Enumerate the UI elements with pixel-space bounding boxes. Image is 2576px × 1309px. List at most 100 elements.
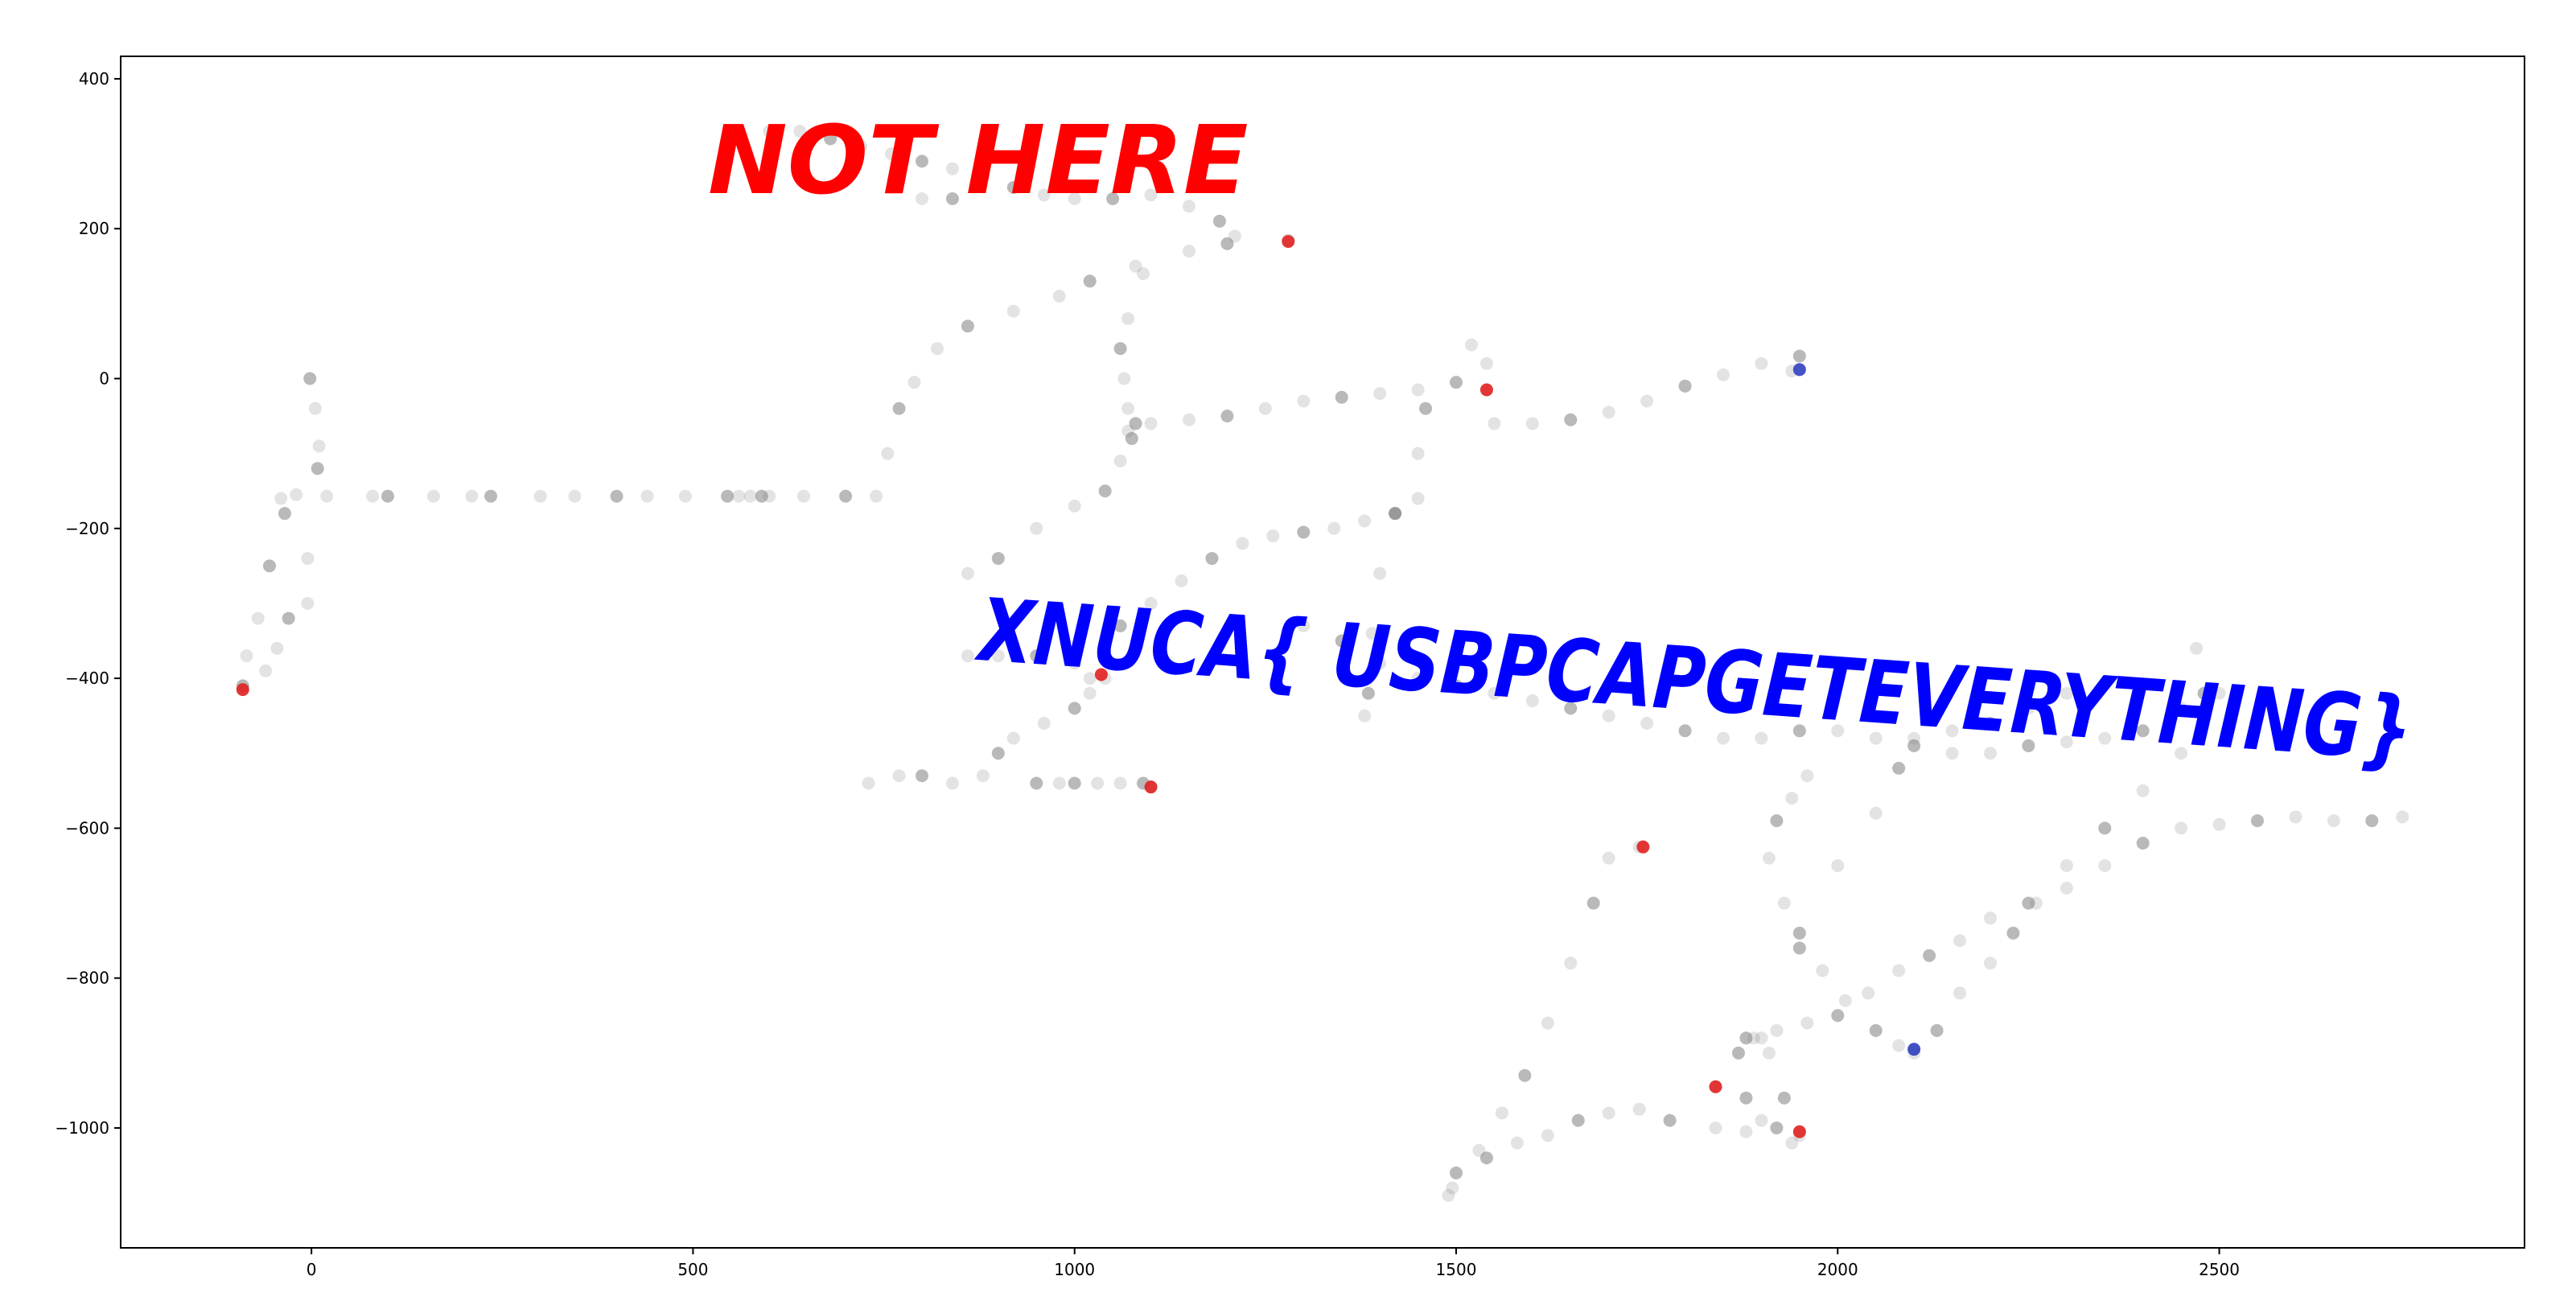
data-point <box>1984 747 1997 760</box>
data-point <box>1183 245 1195 258</box>
y-tick-label: 400 <box>79 69 109 89</box>
data-point <box>1602 851 1615 865</box>
data-point <box>976 769 990 783</box>
data-point <box>262 559 276 573</box>
data-point <box>862 776 875 790</box>
x-tick-label: 1000 <box>1054 1260 1095 1279</box>
y-tick-label: −1000 <box>55 1118 109 1138</box>
data-point <box>1479 1151 1493 1165</box>
data-point <box>721 489 735 503</box>
data-point <box>1411 447 1425 460</box>
data-point <box>568 489 582 503</box>
data-point <box>1037 716 1051 730</box>
data-point <box>796 489 810 503</box>
data-point <box>1762 851 1776 865</box>
data-point <box>1984 912 1997 925</box>
data-point <box>426 489 440 503</box>
data-point <box>1800 1016 1814 1030</box>
data-point <box>1098 484 1112 498</box>
data-point <box>1129 259 1142 273</box>
data-point <box>1739 1031 1753 1045</box>
data-point <box>1479 383 1493 397</box>
data-point <box>1083 686 1097 700</box>
data-point <box>1792 724 1806 738</box>
data-point <box>1183 413 1195 426</box>
data-point <box>465 489 479 503</box>
data-point <box>1450 1166 1463 1179</box>
data-point <box>870 489 883 503</box>
x-tick-label: 1500 <box>1436 1260 1477 1279</box>
data-point <box>1770 814 1784 828</box>
data-point <box>1518 1068 1532 1082</box>
data-point <box>793 125 807 138</box>
data-point <box>366 489 380 503</box>
data-point <box>916 154 928 168</box>
data-point <box>1892 964 1906 978</box>
data-point <box>2190 641 2204 655</box>
data-point <box>2022 896 2035 910</box>
data-point <box>1945 724 1959 738</box>
data-point <box>2175 821 2188 835</box>
data-point <box>2060 686 2073 700</box>
data-point <box>533 489 547 503</box>
data-point <box>2251 814 2264 828</box>
data-point <box>1907 739 1921 752</box>
data-point <box>1678 724 1692 738</box>
data-point <box>1297 525 1311 539</box>
data-point <box>1411 672 1425 685</box>
data-point <box>2197 686 2211 700</box>
data-point <box>2289 810 2302 824</box>
data-point <box>1068 657 1081 670</box>
data-point <box>1800 769 1814 783</box>
y-tick-label: −800 <box>65 969 109 988</box>
data-point <box>1739 1125 1753 1138</box>
data-point <box>1361 686 1375 700</box>
data-point <box>1755 1113 1768 1127</box>
data-point <box>2098 821 2112 835</box>
data-point <box>1450 679 1463 693</box>
data-point <box>1541 1129 1554 1142</box>
data-point <box>1602 1106 1615 1120</box>
data-point <box>1525 694 1539 708</box>
data-point <box>916 191 928 205</box>
data-point <box>1083 274 1097 288</box>
data-point <box>1564 413 1578 426</box>
data-point <box>1006 731 1020 745</box>
data-point <box>1282 235 1295 249</box>
data-point <box>1464 338 1478 352</box>
annotation-flag: XNUCA{ USBPCAPGETEVERYTHING} <box>972 580 2415 781</box>
data-point <box>1640 716 1654 730</box>
data-point <box>1030 649 1043 663</box>
data-point <box>1709 1080 1722 1093</box>
y-tick-label: −200 <box>65 519 109 538</box>
data-point <box>763 489 776 503</box>
data-point <box>1953 986 1967 1000</box>
data-point <box>678 489 692 503</box>
data-point <box>743 489 757 503</box>
y-tick-label: 0 <box>99 369 109 389</box>
data-point <box>930 342 944 356</box>
data-point <box>2060 735 2073 749</box>
data-point <box>1636 840 1650 854</box>
data-point <box>1121 312 1135 326</box>
data-point <box>1739 1091 1753 1105</box>
data-point <box>2136 784 2150 797</box>
data-point <box>1907 1043 1921 1056</box>
data-point <box>916 769 928 783</box>
data-point <box>1717 368 1730 381</box>
data-point <box>763 125 776 138</box>
data-point <box>1037 188 1051 202</box>
data-point <box>1068 499 1081 512</box>
data-point <box>1052 776 1066 790</box>
data-point <box>732 132 746 146</box>
data-point <box>1297 394 1311 408</box>
data-point <box>1365 627 1379 640</box>
data-point <box>1663 1113 1677 1127</box>
data-point <box>1755 356 1768 370</box>
data-point <box>2029 896 2043 910</box>
data-point <box>1175 574 1188 588</box>
data-point <box>1869 731 1883 745</box>
data-point <box>1586 896 1600 910</box>
data-point <box>1525 417 1539 430</box>
